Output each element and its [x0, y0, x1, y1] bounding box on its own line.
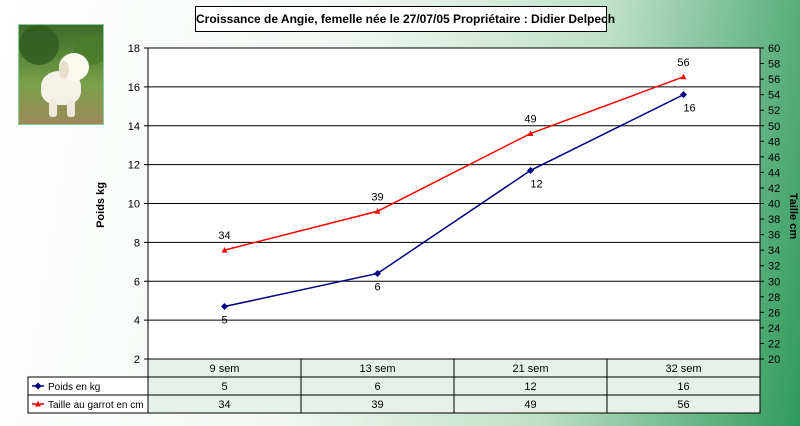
legend-label: Taille au garrot en cm	[48, 400, 144, 411]
data-point	[374, 208, 381, 214]
data-point	[680, 73, 687, 80]
y-right-tick-label: 50	[768, 121, 780, 133]
data-label: 39	[371, 191, 383, 203]
data-table-value: 39	[371, 399, 383, 411]
y-right-tick-label: 26	[768, 307, 780, 319]
y-right-axis-title: Taille cm	[787, 193, 799, 239]
y-right-tick-label: 54	[768, 90, 780, 102]
data-label: 6	[374, 281, 380, 293]
chart-title: Croissance de Angie, femelle née le 27/0…	[195, 6, 615, 32]
y-right-tick-label: 58	[768, 59, 780, 71]
y-right-tick-label: 44	[768, 167, 780, 179]
y-left-tick-label: 6	[134, 276, 140, 288]
data-point	[221, 247, 228, 253]
data-point	[374, 269, 381, 277]
data-table-value: 5	[221, 381, 227, 393]
data-table-value: 56	[677, 399, 689, 411]
y-right-tick-label: 24	[768, 323, 780, 335]
y-right-tick-label: 30	[768, 276, 780, 288]
data-table-value: 6	[374, 381, 380, 393]
y-right-tick-label: 28	[768, 292, 780, 304]
y-right-tick-label: 32	[768, 261, 780, 273]
y-right-tick-label: 48	[768, 136, 780, 148]
y-left-axis-title: Poids kg	[95, 182, 107, 228]
y-right-tick-label: 42	[768, 183, 780, 195]
legend-key-marker	[34, 382, 42, 390]
data-table-value: 12	[524, 381, 536, 393]
data-label: 16	[683, 103, 695, 115]
y-right-tick-label: 40	[768, 199, 780, 211]
data-label: 49	[524, 114, 536, 126]
y-right-tick-label: 22	[768, 338, 780, 350]
y-left-tick-label: 8	[134, 237, 140, 249]
legend-key-marker	[35, 401, 41, 407]
y-right-tick-label: 38	[768, 214, 780, 226]
y-left-tick-label: 12	[128, 160, 140, 172]
y-right-tick-label: 56	[768, 74, 780, 86]
data-label: 5	[221, 315, 227, 327]
category-label: 13 sem	[359, 363, 395, 375]
y-left-tick-label: 4	[134, 315, 140, 327]
y-left-tick-label: 14	[128, 121, 140, 133]
legend-label: Poids en kg	[48, 382, 100, 393]
data-label: 12	[530, 178, 542, 190]
series-line	[224, 93, 684, 308]
data-point	[680, 91, 687, 99]
y-right-tick-label: 20	[768, 354, 780, 366]
category-label: 32 sem	[665, 363, 701, 375]
y-right-tick-label: 46	[768, 152, 780, 164]
data-table-value: 34	[218, 399, 230, 411]
series-line	[224, 76, 684, 251]
y-left-tick-label: 18	[128, 43, 140, 55]
y-right-tick-label: 60	[768, 43, 780, 55]
y-left-tick-label: 2	[134, 354, 140, 366]
data-point	[527, 130, 534, 137]
y-right-tick-label: 36	[768, 230, 780, 242]
data-point	[221, 303, 228, 311]
category-label: 21 sem	[512, 363, 548, 375]
data-table-value: 49	[524, 399, 536, 411]
category-label: 9 sem	[210, 363, 240, 375]
data-label: 34	[218, 230, 230, 242]
data-point	[527, 166, 534, 174]
y-right-tick-label: 34	[768, 245, 780, 257]
y-right-tick-label: 52	[768, 105, 780, 117]
data-table-value: 16	[677, 381, 689, 393]
y-left-tick-label: 16	[128, 82, 140, 94]
dog-photo-icon	[18, 24, 104, 125]
y-left-tick-label: 10	[128, 199, 140, 211]
data-label: 56	[677, 57, 689, 69]
